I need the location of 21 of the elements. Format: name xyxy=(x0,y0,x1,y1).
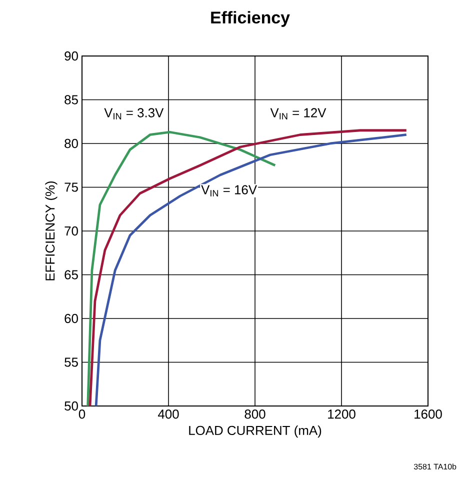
y-axis-title: EFFICIENCY (%) xyxy=(45,181,58,280)
series-label: V$_{IN}$ = 16V xyxy=(201,185,257,196)
series-label: V$_{IN}$ = 3.3V xyxy=(104,108,164,120)
chart-title: Efficiency xyxy=(211,11,290,27)
y-tick-label: 90 xyxy=(64,51,78,61)
x-tick-label: 1200 xyxy=(328,410,356,419)
x-tick-label: 800 xyxy=(244,410,266,419)
y-tick-label: 80 xyxy=(64,138,78,148)
series-label: V$_{IN}$ = 12V xyxy=(270,108,326,120)
x-tick-label: 1600 xyxy=(414,410,442,419)
x-tick-label: 0 xyxy=(78,410,86,419)
y-tick-label: 75 xyxy=(64,182,78,192)
y-tick-label: 50 xyxy=(64,401,78,411)
y-tick-label: 85 xyxy=(64,95,78,104)
y-tick-label: 70 xyxy=(64,226,78,236)
y-tick-label: 65 xyxy=(64,270,78,280)
line-series xyxy=(86,130,276,406)
x-axis-title: LOAD CURRENT (mA) xyxy=(189,426,322,438)
y-tick-label: 60 xyxy=(64,314,78,324)
y-tick-label: 55 xyxy=(64,358,78,367)
x-tick-label: 400 xyxy=(158,410,179,419)
